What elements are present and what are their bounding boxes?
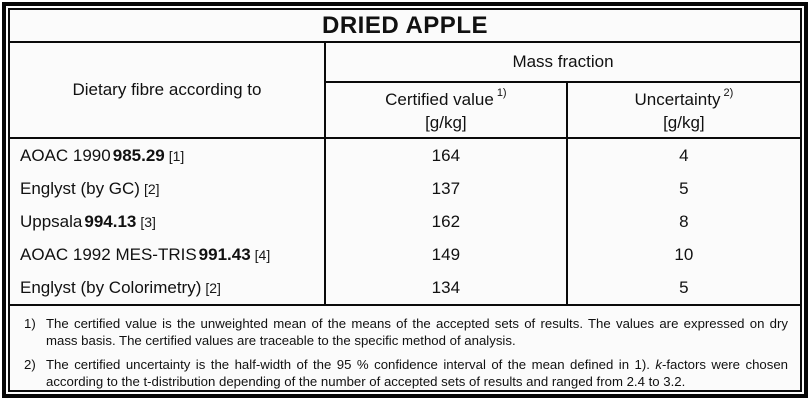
footnote-ref-2: 2) [723, 87, 733, 99]
group-header-mass-fraction: Mass fraction [326, 43, 800, 83]
method-name: Uppsala [20, 212, 82, 232]
uncertainty-unit: [g/kg] [663, 112, 705, 135]
footnote-2: 2) The certified uncertainty is the half… [18, 356, 788, 391]
citation-ref: [2] [205, 280, 221, 296]
certified-value-cell: 164 [326, 139, 568, 172]
method-name: Englyst (by GC) [20, 179, 140, 199]
footnote-ref-1: 1) [497, 87, 507, 99]
uncertainty-cell: 5 [568, 271, 800, 304]
method-name: AOAC 1992 MES-TRIS [20, 245, 197, 265]
certified-value-cell: 149 [326, 238, 568, 271]
certified-value-text: Certified value [385, 90, 494, 109]
table-title: DRIED APPLE [10, 10, 800, 43]
uncertainty-cell: 8 [568, 205, 800, 238]
footnote-text: The certified uncertainty is the half-wi… [46, 356, 788, 391]
certified-value-cell: 134 [326, 271, 568, 304]
column-header-dietary-fibre: Dietary fibre according to [10, 43, 326, 137]
method-number: 994.13 [84, 212, 136, 232]
citation-ref: [4] [255, 247, 271, 263]
footnote-1: 1) The certified value is the unweighted… [18, 315, 788, 350]
certified-value-unit: [g/kg] [425, 112, 467, 135]
table-row-method: Uppsala 994.13 [3] [10, 205, 326, 238]
footnote-text: The certified value is the unweighted me… [46, 315, 788, 350]
footnote-marker: 2) [18, 356, 46, 391]
footnote-marker: 1) [18, 315, 46, 350]
italic-k: k [655, 357, 662, 372]
footnotes-section: 1) The certified value is the unweighted… [10, 306, 800, 401]
table-row-method: AOAC 1992 MES-TRIS 991.43 [4] [10, 238, 326, 271]
citation-ref: [2] [144, 181, 160, 197]
method-number: 991.43 [199, 245, 251, 265]
table-body: AOAC 1990 985.29 [1] 164 4 Englyst (by G… [10, 139, 800, 306]
citation-ref: [3] [140, 214, 156, 230]
certified-value-cell: 162 [326, 205, 568, 238]
uncertainty-text: Uncertainty [634, 90, 720, 109]
uncertainty-cell: 10 [568, 238, 800, 271]
citation-ref: [1] [169, 148, 185, 164]
table-row-method: Englyst (by Colorimetry) [2] [10, 271, 326, 304]
method-name: Englyst (by Colorimetry) [20, 278, 201, 298]
table-row-method: Englyst (by GC) [2] [10, 172, 326, 205]
table-header: Dietary fibre according to Mass fraction… [10, 43, 800, 139]
certified-value-cell: 137 [326, 172, 568, 205]
table-row-method: AOAC 1990 985.29 [1] [10, 139, 326, 172]
method-name: AOAC 1990 [20, 146, 111, 166]
uncertainty-cell: 5 [568, 172, 800, 205]
uncertainty-cell: 4 [568, 139, 800, 172]
certificate-table: DRIED APPLE Dietary fibre according to M… [8, 8, 802, 392]
method-number: 985.29 [113, 146, 165, 166]
footnote-text-part: The certified uncertainty is the half-wi… [46, 357, 655, 372]
